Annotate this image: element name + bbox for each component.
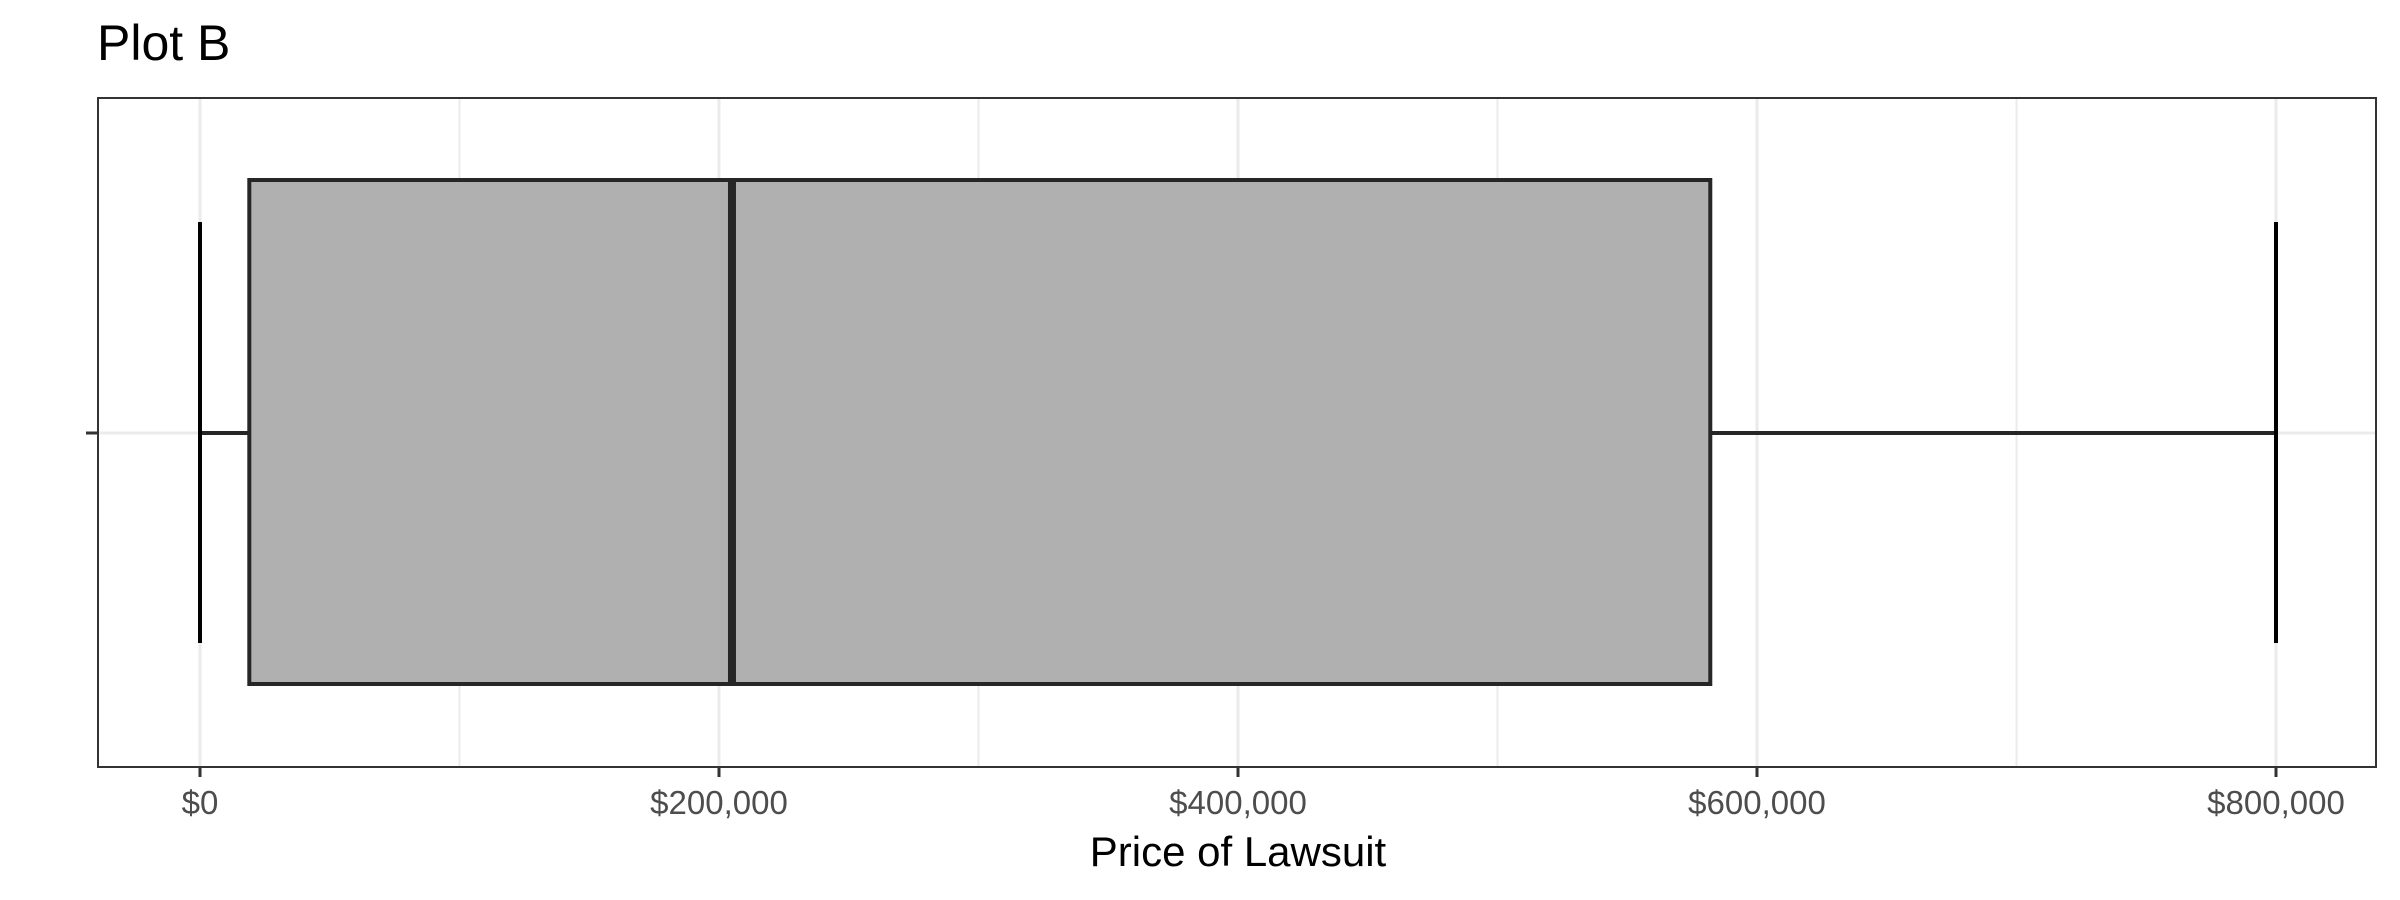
x-tick-label: $600,000: [1688, 784, 1826, 821]
x-tick-label: $200,000: [650, 784, 788, 821]
box-layer: [198, 178, 2278, 686]
x-axis-title: Price of Lawsuit: [1090, 828, 1387, 875]
x-tick-label: $800,000: [2207, 784, 2345, 821]
x-tick-label: $0: [182, 784, 219, 821]
iqr-box: [247, 178, 1713, 686]
x-tick-label: $400,000: [1169, 784, 1307, 821]
x-axis-ticks: $0 $200,000 $400,000 $600,000 $800,000: [182, 767, 2345, 821]
chart-title: Plot B: [97, 15, 230, 71]
